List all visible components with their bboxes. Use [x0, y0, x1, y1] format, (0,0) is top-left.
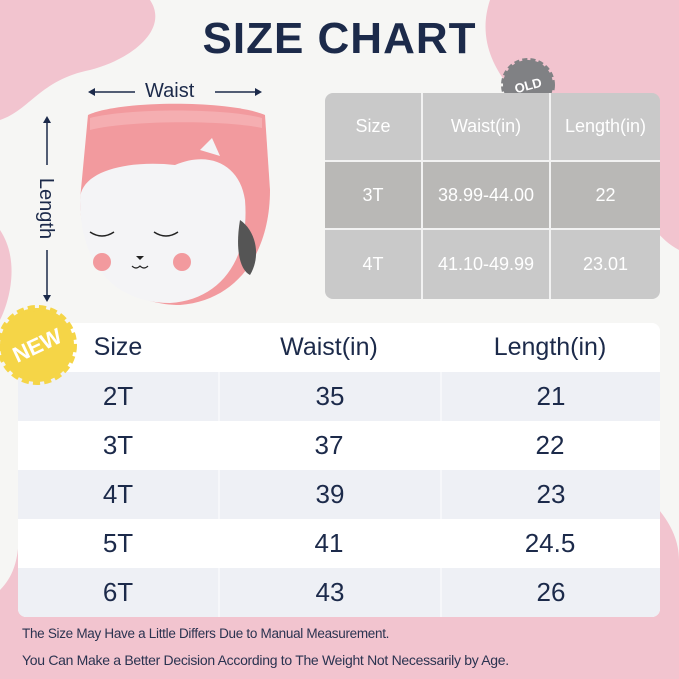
- table-cell: 43: [218, 568, 440, 617]
- table-header-row: Size Waist(in) Length(in): [325, 93, 660, 162]
- header-cell: Size: [325, 93, 423, 160]
- table-cell: 23.01: [582, 254, 629, 275]
- table-row: 3T 37 22: [18, 421, 660, 470]
- table-cell: 6T: [102, 577, 134, 607]
- table-cell: 4T: [102, 479, 134, 509]
- header-cell: Length(in): [493, 333, 607, 361]
- table-row: 3T 38.99-44.00 22: [325, 161, 660, 231]
- table-cell: 24.5: [524, 528, 576, 558]
- table-cell: 22: [535, 430, 565, 460]
- waist-label: Waist: [145, 80, 195, 102]
- header-cell: Waist(in): [280, 333, 378, 361]
- table-cell: 3T: [325, 161, 423, 229]
- new-badge: NEW: [0, 305, 77, 385]
- table-cell: 2T: [102, 381, 134, 411]
- table-header-row: Size Waist(in) Length(in): [18, 323, 660, 372]
- table-cell: 22: [595, 184, 616, 205]
- note-line: You Can Make a Better Decision According…: [22, 652, 509, 668]
- header-cell: Size: [93, 333, 143, 361]
- table-cell: 41.10-49.99: [423, 230, 551, 299]
- table-cell: 21: [440, 372, 660, 421]
- table-cell: 23: [440, 470, 660, 519]
- table-row: 4T 41.10-49.99 23.01: [325, 230, 660, 299]
- table-row: 6T 43 26: [18, 568, 660, 617]
- table-cell: 38.99-44.00: [423, 161, 551, 229]
- table-row: 5T 41 24.5: [18, 519, 660, 568]
- table-row: 2T 35 21: [18, 372, 660, 421]
- table-cell: 26: [440, 568, 660, 617]
- table-cell: 3T: [102, 430, 134, 460]
- old-badge-text: OLD: [513, 75, 543, 97]
- header-cell: Waist(in): [423, 93, 551, 160]
- header-cell: Length(in): [564, 115, 647, 136]
- table-row: 4T 39 23: [18, 470, 660, 519]
- table-cell: 41: [314, 528, 344, 558]
- note-line: The Size May Have a Little Differs Due t…: [22, 626, 390, 641]
- old-size-table: Size Waist(in) Length(in) 3T 38.99-44.00…: [325, 93, 660, 299]
- table-cell: 37: [314, 430, 344, 460]
- new-size-table: Size Waist(in) Length(in) 2T 35 21 3T 37…: [18, 323, 660, 617]
- table-cell: 35: [218, 372, 440, 421]
- page-title: SIZE CHART: [202, 14, 477, 63]
- table-cell: 39: [218, 470, 440, 519]
- table-cell: 4T: [325, 230, 423, 299]
- table-cell: 5T: [102, 528, 134, 558]
